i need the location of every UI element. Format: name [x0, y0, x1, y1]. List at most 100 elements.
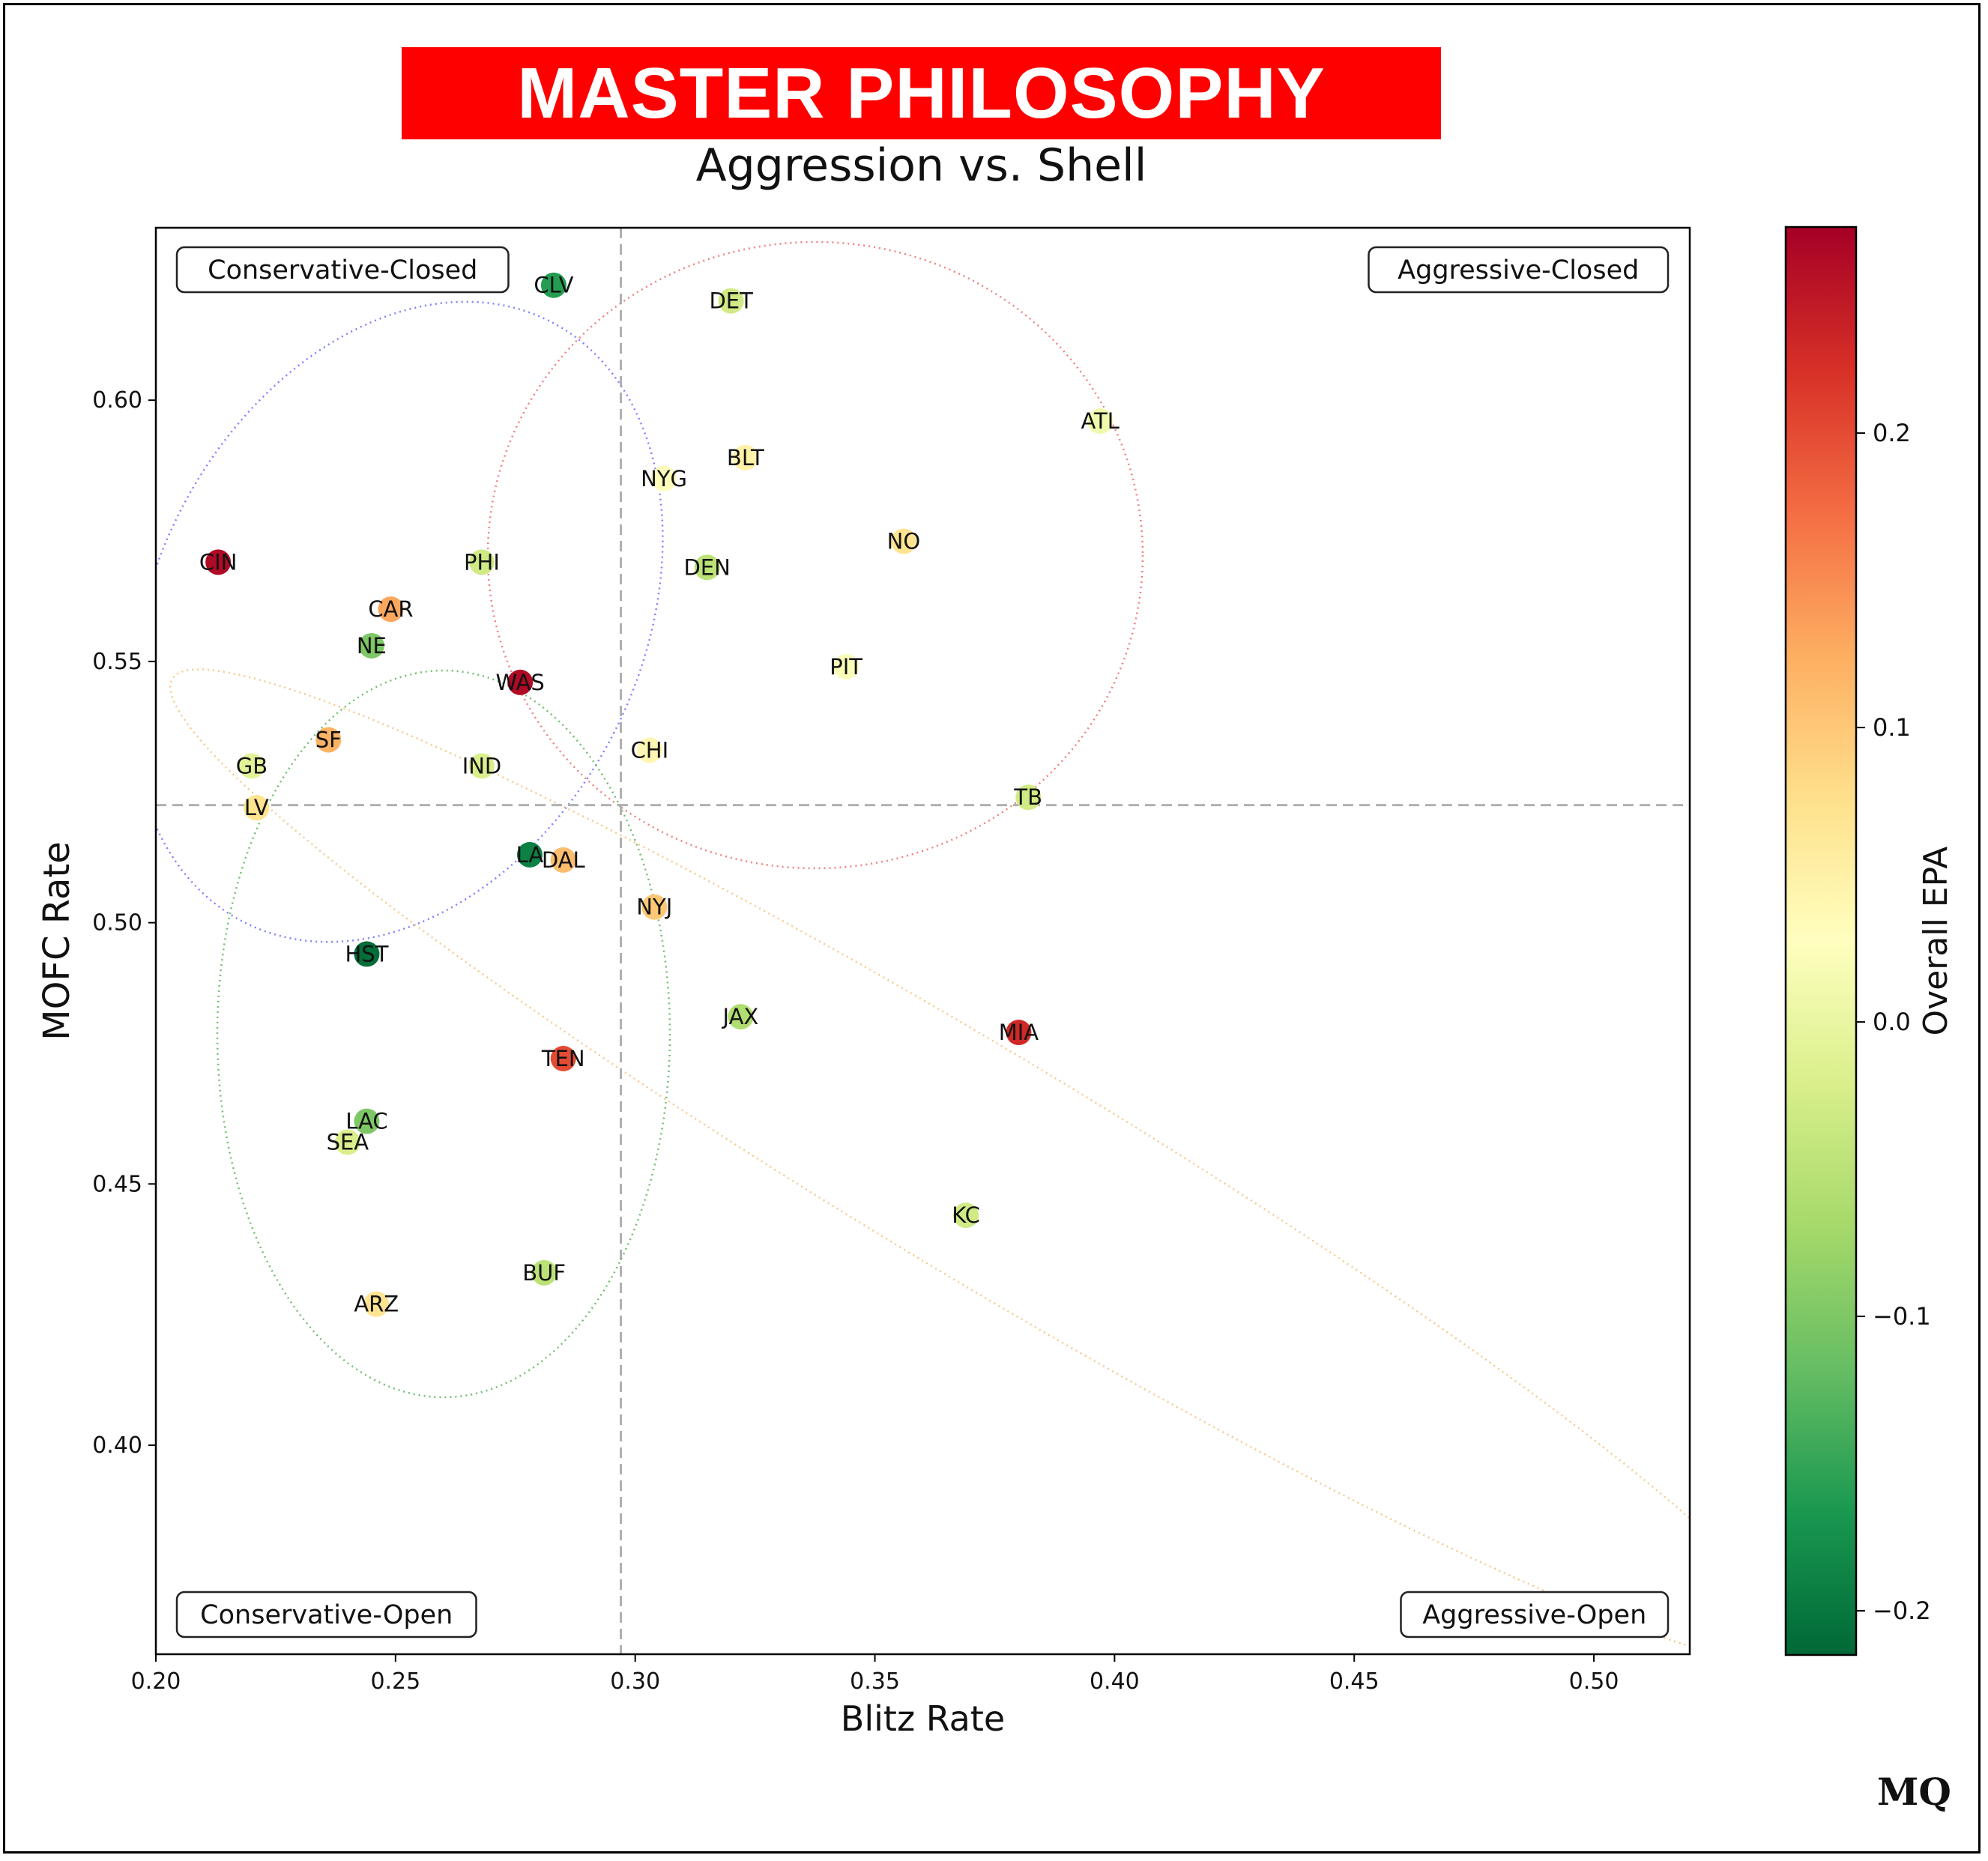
colorbar-tick-label: −0.1: [1873, 1302, 1931, 1331]
data-point: [1087, 408, 1114, 435]
data-point: [238, 753, 265, 779]
colorbar-bar: [1784, 226, 1858, 1656]
x-tick-label: 0.30: [610, 1668, 660, 1695]
team-label: LAC: [345, 1109, 387, 1134]
data-points: CLV DET ATL BLT NYG CIN PHI DEN NO CAR NE WAS PIT CHI…: [199, 272, 1643, 1621]
y-tick-label: 0.45: [92, 1171, 142, 1197]
y-tick-label: 0.55: [92, 649, 142, 675]
team-label: CIN: [199, 549, 238, 575]
quadrant-label: Conservative-Open: [200, 1600, 453, 1630]
data-point: [694, 554, 720, 581]
x-tick-label: 0.25: [370, 1668, 420, 1695]
team-label: DEN: [683, 554, 730, 580]
data-point: [468, 753, 495, 779]
team-label: ATL: [1081, 408, 1119, 434]
quadrant-labels: Conservative-Closed Aggressive-Closed Cons…: [175, 246, 1670, 1638]
data-point: [531, 1259, 558, 1286]
data-point: [1006, 1020, 1032, 1046]
axes: 0.20 0.25 0.30 0.35 0.40 0.45 0.50 0.40 0.45 0.50…: [36, 387, 1619, 1739]
team-label: NE: [357, 633, 387, 659]
data-point: [358, 632, 384, 659]
x-tick-label: 0.20: [131, 1668, 181, 1695]
team-label: NYJ: [636, 895, 672, 920]
colorbar: 0.2 0.1 0.0 −0.1 −0.2 Overall EPA: [1784, 226, 1955, 1656]
team-label: BUF: [522, 1260, 566, 1286]
data-point: [540, 272, 567, 298]
colorbar-tick-label: −0.2: [1873, 1597, 1931, 1625]
team-label: ARZ: [354, 1292, 399, 1317]
team-label: BLT: [727, 445, 764, 470]
data-point: [315, 727, 342, 753]
data-point: [354, 1108, 380, 1134]
team-label: PIT: [830, 654, 862, 680]
team-label: CLV: [534, 273, 573, 298]
team-label: GB: [236, 753, 268, 778]
quadrant-label: Aggressive-Open: [1422, 1600, 1646, 1630]
team-label: CHI: [631, 737, 669, 763]
quadrant-box: [1400, 1591, 1670, 1638]
data-point: [641, 894, 668, 920]
team-label: TB: [1013, 784, 1042, 810]
team-label: LV: [244, 795, 269, 820]
mq-logo: MQ: [1877, 1770, 1951, 1814]
data-point: [334, 1129, 360, 1155]
data-point: [651, 465, 677, 491]
y-tick-label: 0.50: [92, 910, 142, 936]
data-point: [354, 941, 380, 967]
colorbar-tick-label: 0.0: [1873, 1008, 1911, 1036]
data-point: [550, 847, 576, 873]
data-point: [378, 596, 404, 623]
team-label: DET: [709, 288, 753, 314]
data-point: [732, 444, 758, 470]
data-point: [363, 1291, 390, 1317]
data-point: [516, 841, 543, 868]
data-point: [728, 1004, 754, 1030]
quadrant-box: [1368, 246, 1670, 294]
x-tick-label: 0.40: [1090, 1668, 1140, 1695]
colorbar-tick-label: 0.2: [1873, 419, 1911, 447]
team-label: TEN: [541, 1046, 585, 1071]
figure-frame: [3, 3, 1981, 1854]
team-label: CAR: [368, 596, 413, 622]
chart-subtitle: Aggression vs. Shell: [695, 139, 1147, 192]
x-tick-label: 0.50: [1569, 1668, 1619, 1695]
data-point: [718, 288, 744, 314]
x-axis-label: Blitz Rate: [841, 1698, 1005, 1739]
team-label: JAX: [722, 1004, 759, 1029]
data-point: [833, 653, 859, 680]
plot-area-border: [154, 226, 1691, 1656]
y-axis-label: MOFC Rate: [36, 841, 78, 1041]
quadrant-label: Aggressive-Closed: [1398, 255, 1639, 285]
quadrant-box: [175, 246, 510, 294]
team-label: SF: [315, 727, 342, 752]
data-point: [636, 737, 662, 763]
chart-title: MASTER PHILOSOPHY: [517, 52, 1326, 133]
team-label: NYG: [641, 466, 687, 491]
colorbar-tick-label: 0.1: [1873, 713, 1911, 742]
team-label: PHI: [464, 549, 500, 575]
team-label: DAL: [542, 847, 585, 873]
title-banner: MASTER PHILOSOPHY: [402, 47, 1441, 139]
data-point: [1015, 784, 1042, 811]
reference-lines: [156, 228, 1690, 1654]
team-label: HST: [345, 941, 388, 966]
team-label: WAS: [495, 670, 544, 695]
quadrant-box: [175, 1591, 477, 1638]
y-tick-label: 0.60: [92, 387, 142, 414]
x-tick-label: 0.45: [1329, 1668, 1380, 1695]
data-point: [244, 795, 270, 821]
team-label: SEA: [327, 1130, 369, 1155]
team-label: MIA: [999, 1020, 1039, 1045]
cluster-ellipse: [216, 669, 671, 1399]
data-point: [507, 669, 534, 695]
data-point: [550, 1045, 576, 1071]
data-point: [953, 1202, 979, 1229]
data-point: [468, 549, 495, 575]
x-tick-label: 0.35: [850, 1668, 900, 1695]
cluster-ellipses: [156, 240, 1690, 1654]
team-label: IND: [462, 753, 502, 778]
team-label: NO: [887, 528, 921, 554]
cluster-ellipse: [169, 668, 1690, 1654]
team-label: LA: [516, 842, 544, 868]
